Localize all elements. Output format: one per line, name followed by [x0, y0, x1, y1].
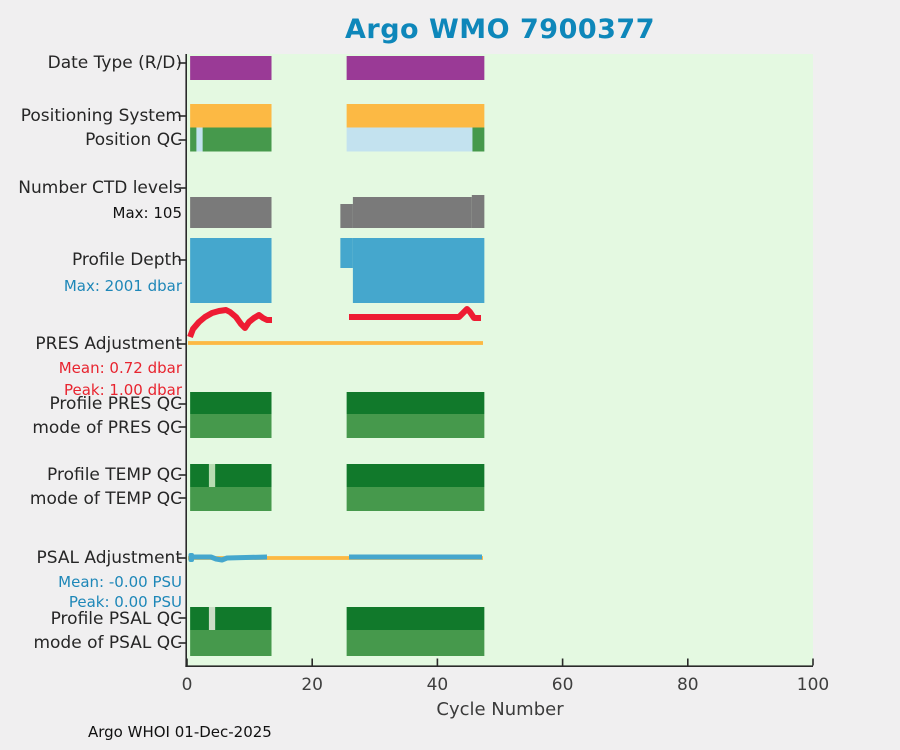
- x-axis-spine: [185, 665, 813, 667]
- y-tick-mark: [178, 557, 186, 559]
- footer-credit: Argo WHOI 01-Dec-2025: [88, 723, 272, 741]
- psal-adjustment-zero-line: [188, 556, 483, 560]
- bar-position-qc-seg3: [472, 127, 485, 152]
- row-label-11: mode of PRES QC: [32, 418, 182, 438]
- bar-ctd-levels-seg2: [352, 197, 472, 228]
- row-label-1: Positioning System: [20, 106, 182, 126]
- bar-mode-psal-qc-seg1: [346, 630, 485, 656]
- pres-adjustment-zero-line: [188, 341, 483, 345]
- row-label-3: Number CTD levels: [18, 178, 182, 198]
- bar-mode-temp-qc-seg1: [346, 487, 485, 511]
- y-tick-mark: [178, 403, 186, 405]
- bar-ctd-levels-seg3: [471, 195, 485, 228]
- x-tick-mark: [311, 658, 313, 666]
- x-tick-label-80: 80: [676, 675, 699, 695]
- row-label-7: PRES Adjustment: [35, 334, 182, 354]
- bar-position-qc-seg2: [346, 127, 485, 152]
- row-label-18: mode of PSAL QC: [33, 633, 182, 653]
- bar-positioning-system-seg0: [190, 104, 272, 128]
- psal-adjustment-line-seg0: [189, 554, 268, 563]
- row-label-0: Date Type (R/D): [47, 53, 182, 73]
- row-label-15: Mean: -0.00 PSU: [58, 573, 182, 591]
- bar-profile-temp-qc-seg1: [208, 464, 216, 487]
- bar-date-type-seg0: [190, 56, 272, 80]
- y-tick-mark: [178, 617, 186, 619]
- x-tick-mark: [436, 658, 439, 666]
- bar-mode-pres-qc-seg0: [190, 414, 272, 438]
- row-label-16: Peak: 0.00 PSU: [68, 593, 182, 611]
- bar-date-type-seg1: [346, 56, 485, 80]
- pres-adjustment-line-seg1: [349, 306, 481, 321]
- x-tick-mark: [812, 658, 814, 666]
- x-axis-title: Cycle Number: [436, 699, 564, 720]
- x-tick-mark: [687, 658, 689, 666]
- y-tick-mark: [178, 642, 186, 644]
- figure-title: Argo WMO 7900377: [345, 14, 655, 45]
- y-tick-mark: [178, 62, 186, 64]
- bar-ctd-levels-seg1: [340, 204, 353, 228]
- bar-profile-temp-qc-seg0: [190, 464, 272, 487]
- bar-profile-psal-qc-seg2: [346, 607, 485, 630]
- bar-position-qc-seg0: [190, 127, 272, 152]
- x-tick-label-0: 0: [181, 675, 193, 695]
- y-tick-mark: [178, 259, 186, 261]
- bar-positioning-system-seg1: [346, 104, 485, 128]
- bar-mode-psal-qc-seg0: [190, 630, 272, 656]
- row-label-9: Peak: 1.00 dbar: [63, 381, 182, 399]
- x-tick-mark: [186, 658, 188, 666]
- row-label-2: Position QC: [85, 130, 182, 150]
- bar-ctd-levels-seg0: [190, 197, 272, 228]
- y-tick-mark: [178, 474, 186, 476]
- bar-profile-pres-qc-seg0: [190, 392, 272, 414]
- y-tick-mark: [178, 139, 186, 141]
- x-tick-label-20: 20: [301, 675, 324, 695]
- row-label-14: PSAL Adjustment: [36, 548, 182, 568]
- bar-profile-psal-qc-seg1: [208, 607, 216, 630]
- row-label-5: Profile Depth: [71, 250, 182, 270]
- y-tick-mark: [178, 497, 186, 499]
- x-tick-mark: [561, 658, 564, 666]
- y-tick-mark: [178, 426, 186, 428]
- row-label-17: Profile PSAL QC: [50, 609, 182, 629]
- x-tick-label-40: 40: [426, 675, 449, 695]
- y-tick-mark: [178, 343, 186, 345]
- y-tick-mark: [178, 187, 186, 189]
- bar-profile-psal-qc-seg0: [190, 607, 272, 630]
- y-axis-spine: [185, 54, 187, 667]
- bar-position-qc-seg1: [196, 127, 203, 152]
- bar-profile-depth-seg2: [352, 238, 485, 303]
- bar-profile-depth-seg1: [340, 238, 353, 268]
- row-label-12: Profile TEMP QC: [47, 465, 182, 485]
- bar-mode-pres-qc-seg1: [346, 414, 485, 438]
- bar-profile-temp-qc-seg2: [346, 464, 485, 487]
- bar-profile-pres-qc-seg1: [346, 392, 485, 414]
- x-tick-label-60: 60: [551, 675, 574, 695]
- plot-background: [187, 54, 813, 667]
- x-tick-label-100: 100: [796, 675, 830, 695]
- row-label-8: Mean: 0.72 dbar: [58, 359, 182, 377]
- row-label-4: Max: 105: [112, 204, 182, 222]
- bar-mode-temp-qc-seg0: [190, 487, 272, 511]
- pres-adjustment-line-seg0: [187, 307, 272, 339]
- bar-profile-depth-seg0: [190, 238, 272, 303]
- row-label-13: mode of TEMP QC: [29, 489, 182, 509]
- y-tick-mark: [178, 115, 186, 117]
- row-label-6: Max: 2001 dbar: [63, 277, 182, 295]
- row-label-10: Profile PRES QC: [49, 394, 182, 414]
